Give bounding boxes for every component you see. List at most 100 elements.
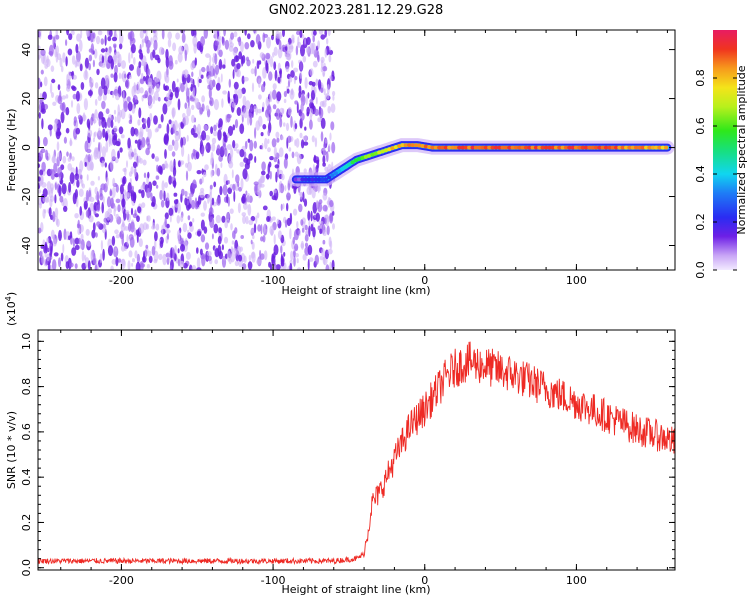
noise-blob [206, 65, 210, 73]
snr-series-line [38, 341, 675, 566]
noise-blob [235, 55, 238, 61]
noise-blob [319, 255, 324, 261]
noise-blob [284, 219, 288, 228]
noise-blob [324, 217, 327, 225]
noise-blob [285, 122, 290, 132]
noise-blob [248, 219, 254, 226]
noise-blob [129, 64, 134, 71]
noise-blob [81, 250, 85, 262]
noise-blob [294, 253, 299, 258]
noise-blob [178, 160, 181, 168]
noise-blob [139, 157, 143, 164]
signal-point [583, 145, 589, 150]
noise-blob [60, 252, 64, 262]
noise-blob [111, 259, 117, 265]
noise-blob [115, 213, 120, 220]
noise-blob [75, 166, 78, 177]
noise-blob [245, 100, 251, 110]
signal-point [440, 145, 445, 150]
noise-blob [277, 230, 282, 240]
signal-point [410, 143, 415, 148]
spectrogram-y-tick-label: -40 [20, 237, 33, 255]
signal-point [397, 144, 402, 148]
noise-blob [40, 81, 43, 88]
noise-blob [290, 70, 295, 78]
noise-blob [138, 107, 142, 119]
noise-blob [286, 41, 290, 54]
noise-blob [88, 215, 94, 223]
noise-blob [173, 120, 178, 132]
noise-blob [44, 252, 47, 258]
noise-blob [261, 106, 264, 113]
noise-blob [97, 176, 100, 181]
noise-blob [300, 44, 305, 57]
noise-blob [132, 161, 138, 169]
noise-blob [256, 212, 260, 219]
noise-blob [205, 145, 208, 150]
noise-blob [291, 60, 294, 69]
noise-blob [319, 228, 323, 235]
colorbar-tick-label: 0.8 [694, 69, 707, 87]
signal-point [497, 145, 502, 150]
noise-blob [259, 249, 262, 258]
noise-blob [168, 55, 173, 67]
noise-blob [331, 141, 336, 154]
noise-blob [77, 219, 80, 229]
noise-blob [164, 160, 168, 169]
noise-blob [231, 240, 235, 245]
noise-blob [326, 84, 330, 95]
noise-blob [93, 132, 96, 140]
signal-point [657, 145, 662, 150]
noise-blob [163, 190, 166, 202]
noise-blob [168, 90, 171, 95]
noise-blob [238, 254, 243, 262]
noise-blob [241, 196, 246, 204]
noise-blob [323, 254, 326, 265]
noise-blob [257, 108, 262, 114]
noise-blob [122, 176, 127, 185]
noise-blob [111, 186, 116, 198]
noise-blob [174, 244, 177, 254]
noise-blob [46, 253, 50, 262]
noise-blob [210, 126, 214, 134]
noise-blob [266, 98, 271, 104]
noise-blob [315, 199, 319, 210]
noise-blob [41, 118, 44, 130]
noise-blob [52, 259, 57, 270]
noise-blob [160, 113, 164, 123]
colorbar: 0.0 0.2 0.4 0.6 0.8 Normalized spectral ampl… [694, 30, 748, 279]
noise-blob [227, 90, 230, 103]
noise-blob [132, 94, 138, 103]
signal-point [367, 153, 372, 158]
noise-blob [204, 164, 209, 171]
noise-blob [87, 90, 93, 96]
noise-blob [207, 194, 210, 205]
noise-blob [246, 56, 249, 62]
noise-blob [227, 187, 232, 195]
noise-blob [278, 39, 282, 50]
noise-blob [87, 129, 93, 138]
noise-blob [306, 186, 312, 196]
noise-blob [312, 35, 316, 43]
noise-blob [167, 31, 172, 40]
noise-blob [168, 207, 174, 216]
noise-blob [273, 234, 276, 245]
snr-axes: -200 -100 0 100 0.0 0.2 0.4 0.6 0.8 1.0 [20, 330, 675, 587]
noise-blob [94, 98, 98, 106]
noise-blob [158, 96, 161, 102]
noise-blob [133, 148, 137, 156]
noise-blob [300, 139, 305, 149]
noise-blob [210, 151, 214, 163]
noise-blob [233, 93, 236, 100]
noise-blob [107, 36, 112, 42]
noise-blob [322, 192, 328, 201]
noise-blob [90, 180, 95, 186]
noise-blob [200, 234, 206, 243]
noise-blob [154, 231, 158, 242]
noise-blob [300, 219, 304, 226]
noise-blob [200, 74, 204, 79]
noise-blob [288, 147, 292, 152]
noise-blob [233, 31, 238, 38]
noise-blob [177, 98, 181, 111]
signal-point [447, 145, 452, 150]
